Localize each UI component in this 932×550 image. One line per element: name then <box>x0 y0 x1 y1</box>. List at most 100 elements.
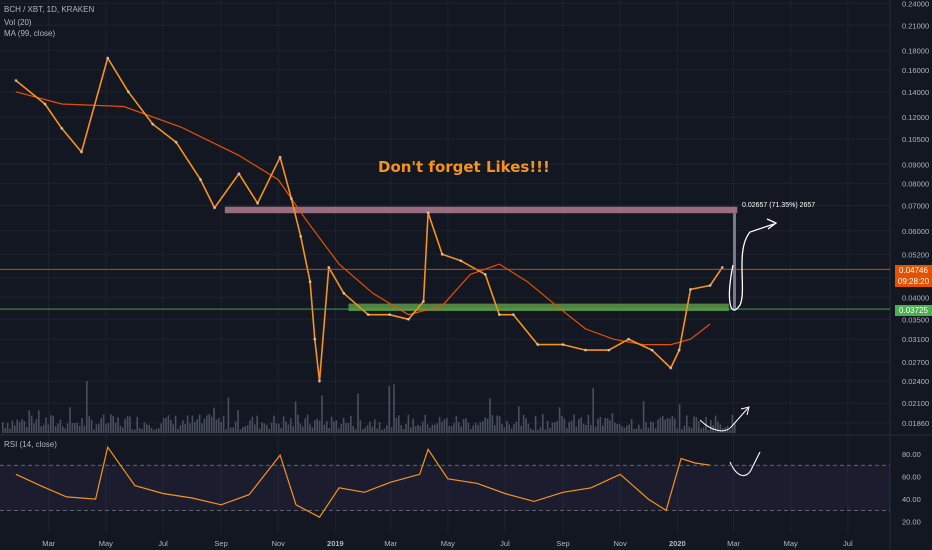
volume-bar <box>436 423 438 433</box>
volume-bar <box>434 424 436 433</box>
price-point <box>106 56 110 60</box>
price-series <box>14 56 724 383</box>
volume-bar <box>167 415 170 433</box>
price-tick-label: 0.06000 <box>902 227 929 236</box>
volume-bar <box>542 414 544 433</box>
volume-bar <box>549 428 551 433</box>
rsi-tick-label: 20.00 <box>902 518 921 527</box>
rsi-line <box>15 445 711 518</box>
time-tick-label: 2020 <box>669 539 686 548</box>
volume-bar <box>141 429 143 433</box>
volume-bar <box>496 415 498 433</box>
volume-bar <box>700 428 702 433</box>
volume-bar <box>335 420 338 433</box>
price-tick-label: 0.05200 <box>902 250 929 259</box>
volume-bar <box>292 426 294 433</box>
volume-bar <box>194 422 196 433</box>
volume-bar <box>578 419 580 433</box>
volume-bar <box>86 381 88 433</box>
time-tick-label: 2019 <box>327 539 344 548</box>
volume-bar <box>237 410 239 433</box>
price-point <box>689 287 692 291</box>
volume-bar <box>614 422 616 433</box>
volume-bar <box>645 421 647 433</box>
volume-bar <box>378 422 381 433</box>
volume-bar <box>515 421 518 433</box>
volume-bar <box>400 425 402 433</box>
volume-bar <box>206 415 208 433</box>
volume-legend[interactable]: Vol (20) <box>4 18 32 27</box>
rsi-axis[interactable]: 80.00 60.00 40.00 20.00 <box>902 450 921 527</box>
volume-bar <box>347 422 350 433</box>
volume-bar <box>275 423 278 433</box>
volume-bar <box>474 422 477 433</box>
volume-bar <box>105 424 107 433</box>
volume-bar <box>21 419 23 433</box>
volume-bar <box>57 423 59 433</box>
volume-bar <box>254 424 256 433</box>
volume-bar <box>702 427 705 433</box>
volume-bar <box>714 415 717 433</box>
time-axis[interactable]: Mar May Jul Sep Nov 2019 Mar May Jul Sep Nov 2020 Ma… <box>42 539 853 548</box>
price-point <box>313 337 317 341</box>
price-point <box>299 234 303 238</box>
volume-bar <box>537 429 539 433</box>
volume-bar <box>155 428 158 433</box>
volume-bar <box>376 428 378 433</box>
time-tick-label: May <box>99 539 113 548</box>
volume-bar <box>383 428 386 433</box>
volume-bar <box>443 419 446 433</box>
volume-bar <box>316 418 318 433</box>
volume-bar <box>501 423 503 433</box>
volume-bar <box>381 429 383 433</box>
volume-bar <box>290 418 292 433</box>
price-point <box>497 313 501 317</box>
rsi-legend[interactable]: RSI (14, close) <box>4 440 57 449</box>
price-tick-label: 0.01860 <box>902 419 929 428</box>
volume-bar <box>446 418 448 433</box>
volume-bar <box>280 427 282 433</box>
volume-bar <box>609 420 611 433</box>
volume-bar <box>107 422 110 433</box>
volume-bar <box>594 426 597 433</box>
volume-bar <box>150 427 153 433</box>
volume-bar <box>285 421 287 433</box>
rsi-arrow <box>729 451 761 477</box>
volume-bar <box>390 427 393 433</box>
volume-bar <box>669 418 671 433</box>
volume-bar <box>299 423 302 433</box>
time-tick-label: Jul <box>158 539 168 548</box>
volume-bar <box>47 424 50 433</box>
volume-bar <box>119 425 122 433</box>
volume-bar <box>165 418 167 433</box>
symbol-legend[interactable]: BCH / XBT, 1D, KRAKEN <box>4 5 95 14</box>
volume-bar <box>162 417 165 433</box>
volume-bar <box>731 414 734 433</box>
volume-bar <box>268 429 270 433</box>
ma-legend[interactable]: MA (99, close) <box>4 29 56 38</box>
price-point <box>459 259 463 263</box>
price-axis[interactable]: 0.24000 0.21000 0.18000 0.16000 0.14000 0.120… <box>902 0 929 428</box>
volume-bar <box>510 428 513 433</box>
volume-bar <box>546 420 549 433</box>
volume-bar <box>342 417 345 433</box>
volume-bar <box>462 418 465 433</box>
price-point <box>677 348 681 352</box>
volume-bar <box>302 426 304 433</box>
volume-bar <box>448 425 450 433</box>
volume-bar <box>525 418 527 433</box>
volume-bar <box>318 420 321 433</box>
price-point <box>278 155 282 159</box>
volume-bar <box>498 416 501 433</box>
volume-bar <box>122 427 124 433</box>
volume-bar <box>59 419 62 433</box>
rsi-tick-label: 60.00 <box>902 473 921 482</box>
volume-bar <box>513 423 515 433</box>
volume-bar <box>126 416 129 433</box>
volume-bar <box>470 428 472 433</box>
volume-bar <box>486 418 489 433</box>
volume-bar <box>407 414 410 433</box>
volume-bar <box>230 427 232 433</box>
price-zones <box>224 206 738 312</box>
